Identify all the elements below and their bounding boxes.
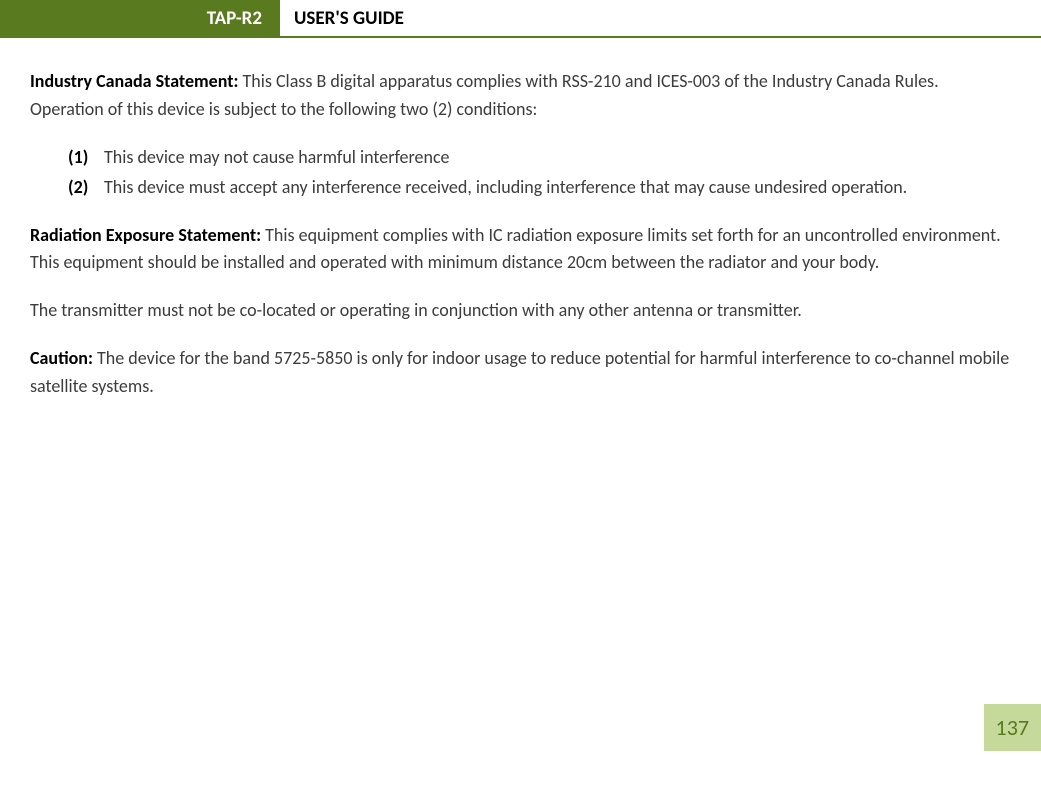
- transmitter-paragraph: The transmitter must not be co-located o…: [30, 297, 1011, 325]
- page-number-badge: 137: [984, 704, 1041, 751]
- radiation-exposure-paragraph: Radiation Exposure Statement: This equip…: [30, 222, 1011, 278]
- header-title-text: USER'S GUIDE: [294, 7, 404, 30]
- list-item: (2) This device must accept any interfer…: [68, 174, 1011, 202]
- caution-paragraph: Caution: The device for the band 5725-58…: [30, 345, 1011, 401]
- header-badge: TAP-R2: [0, 0, 280, 36]
- list-text: This device must accept any interference…: [104, 174, 1011, 202]
- page-number-value: 137: [996, 714, 1029, 741]
- conditions-list: (1) This device may not cause harmful in…: [30, 144, 1011, 202]
- page-content: Industry Canada Statement: This Class B …: [0, 38, 1041, 401]
- radiation-exposure-lead: Radiation Exposure Statement:: [30, 224, 261, 246]
- industry-canada-lead: Industry Canada Statement:: [30, 70, 238, 92]
- caution-lead: Caution:: [30, 347, 93, 369]
- list-marker: (1): [68, 144, 104, 172]
- caution-text: The device for the band 5725-5850 is onl…: [30, 347, 1009, 397]
- transmitter-text: The transmitter must not be co-located o…: [30, 299, 802, 321]
- list-marker: (2): [68, 174, 104, 202]
- page-header: TAP-R2 USER'S GUIDE: [0, 0, 1041, 38]
- list-text: This device may not cause harmful interf…: [104, 144, 1011, 172]
- list-item: (1) This device may not cause harmful in…: [68, 144, 1011, 172]
- industry-canada-paragraph: Industry Canada Statement: This Class B …: [30, 68, 1011, 124]
- header-title: USER'S GUIDE: [280, 0, 404, 36]
- header-badge-text: TAP-R2: [207, 7, 262, 30]
